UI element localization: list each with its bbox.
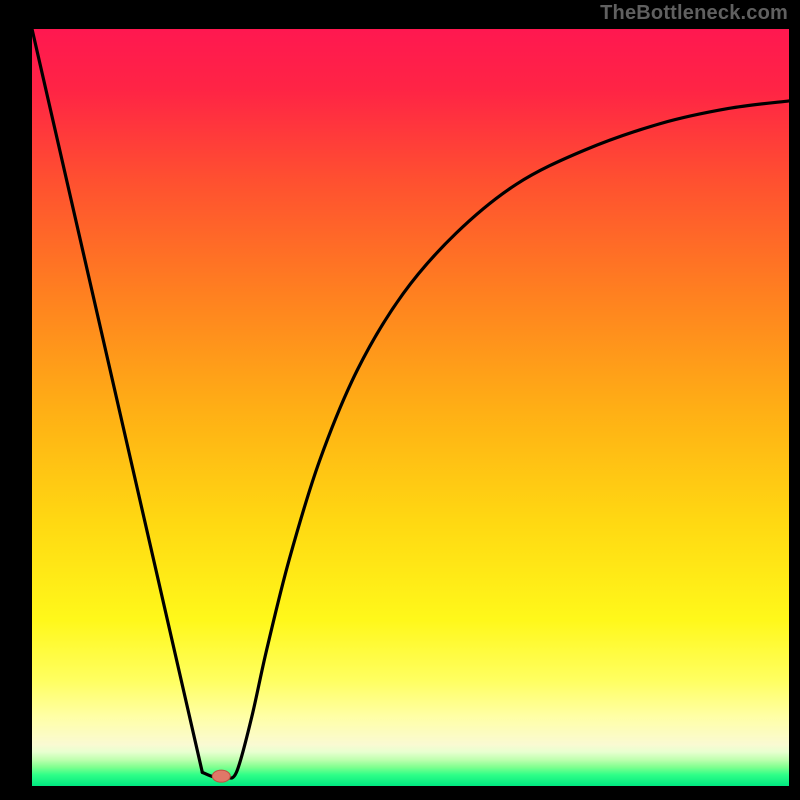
plot-svg — [32, 29, 789, 786]
watermark-text: TheBottleneck.com — [600, 2, 788, 25]
chart-frame: TheBottleneck.com — [0, 0, 800, 800]
gradient-background — [32, 29, 789, 786]
plot-area — [32, 29, 789, 786]
optimal-point-marker — [212, 770, 230, 782]
